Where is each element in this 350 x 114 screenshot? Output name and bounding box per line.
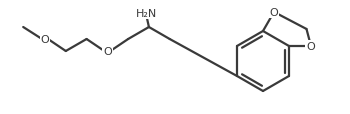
Text: O: O — [270, 8, 278, 18]
Text: H₂N: H₂N — [136, 9, 158, 19]
Text: O: O — [103, 47, 112, 57]
Text: O: O — [41, 35, 49, 45]
Text: O: O — [307, 42, 315, 52]
